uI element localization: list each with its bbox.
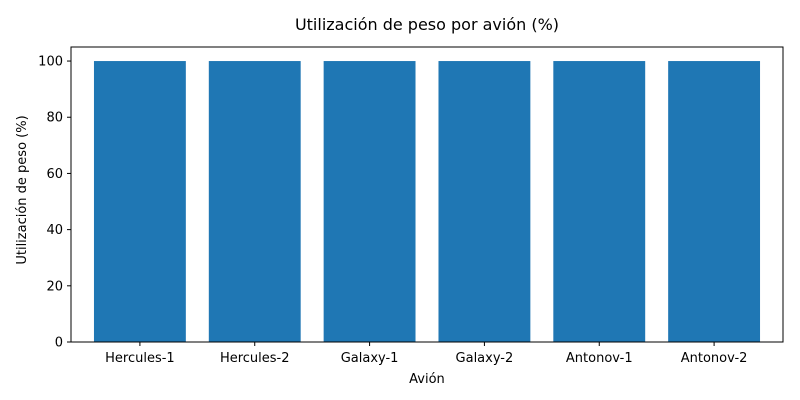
y-tick-label: 60: [46, 167, 63, 182]
x-axis-label: Avión: [409, 372, 445, 387]
bar-galaxy-2: [438, 61, 531, 343]
bar-hercules-2: [208, 61, 301, 343]
y-tick-label: 100: [38, 55, 63, 70]
x-tick-label: Hercules-2: [220, 351, 290, 366]
bar-antonov-2: [668, 61, 761, 343]
y-tick-label: 80: [46, 111, 63, 126]
bar-hercules-1: [93, 61, 186, 343]
y-axis-label: Utilización de peso (%): [15, 115, 30, 264]
plot-frame: [70, 46, 784, 343]
y-axis: 0 20 40 60 80 100: [38, 55, 71, 351]
y-tick-label: 20: [46, 279, 63, 294]
chart-title: Utilización de peso por avión (%): [295, 15, 559, 34]
x-tick-label: Antonov-2: [681, 351, 748, 366]
bar-antonov-1: [553, 61, 646, 343]
x-tick-label: Galaxy-2: [456, 351, 514, 366]
x-tick-label: Galaxy-1: [341, 351, 399, 366]
x-tick-label: Hercules-1: [105, 351, 175, 366]
x-axis: Hercules-1 Hercules-2 Galaxy-1 Galaxy-2 Anto…: [105, 342, 747, 366]
bars-group: [93, 61, 761, 343]
x-tick-label: Antonov-1: [566, 351, 633, 366]
y-tick-label: 40: [46, 223, 63, 238]
y-tick-label: 0: [55, 336, 63, 351]
bar-galaxy-1: [323, 61, 416, 343]
